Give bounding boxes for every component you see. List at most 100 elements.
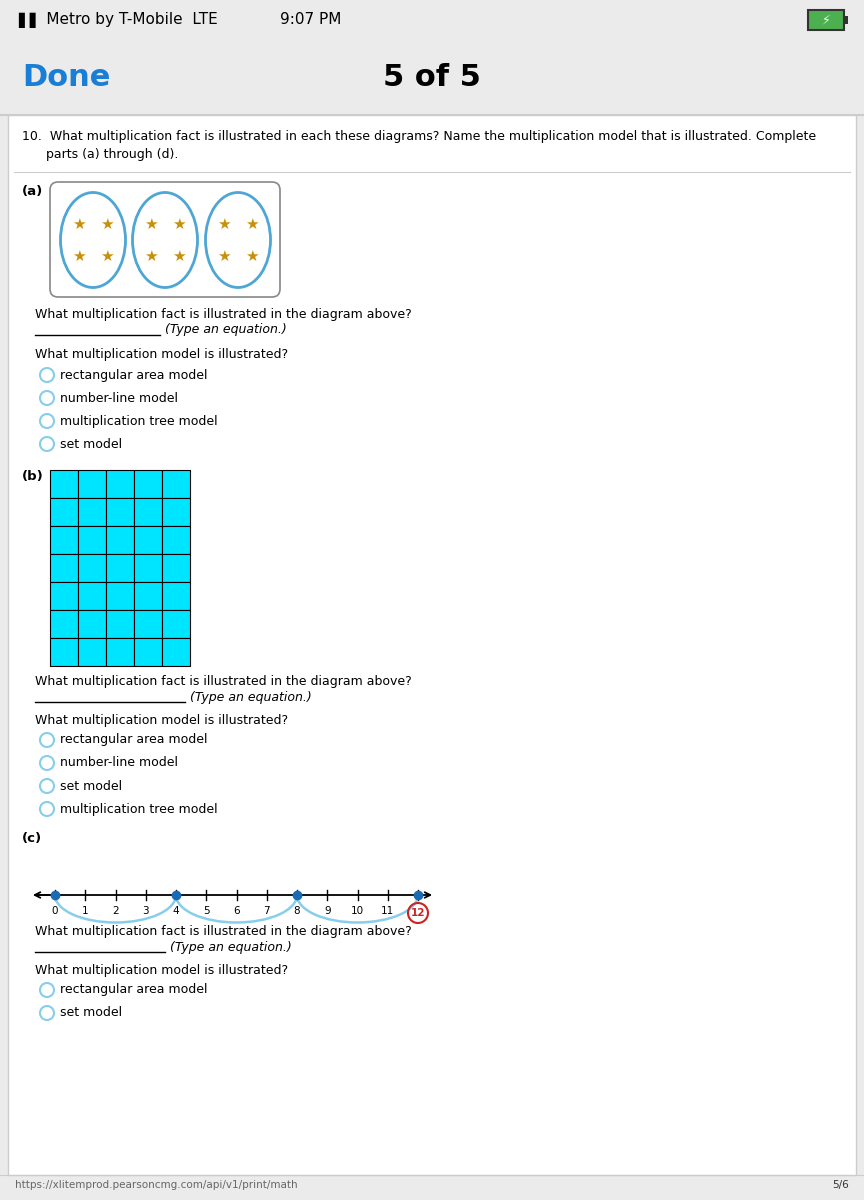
Text: (Type an equation.): (Type an equation.) — [190, 690, 312, 703]
Text: ▌▌ Metro by T-Mobile  LTE: ▌▌ Metro by T-Mobile LTE — [18, 12, 218, 28]
Bar — [106, 498, 134, 526]
Text: What multiplication model is illustrated?: What multiplication model is illustrated… — [35, 348, 288, 361]
Circle shape — [40, 414, 54, 428]
Circle shape — [40, 437, 54, 451]
Circle shape — [40, 983, 54, 997]
Circle shape — [40, 733, 54, 746]
Bar — [50, 498, 78, 526]
Text: 7: 7 — [264, 906, 270, 916]
Circle shape — [40, 779, 54, 793]
Text: ★: ★ — [245, 216, 259, 232]
Circle shape — [40, 391, 54, 404]
Text: ★: ★ — [73, 216, 86, 232]
Text: set model: set model — [60, 438, 122, 450]
Bar — [134, 554, 162, 582]
Circle shape — [40, 368, 54, 382]
Text: 10: 10 — [351, 906, 364, 916]
Bar — [78, 610, 106, 638]
Text: 5/6: 5/6 — [832, 1180, 849, 1190]
Text: ★: ★ — [144, 248, 158, 264]
Bar — [78, 554, 106, 582]
Text: 2: 2 — [112, 906, 119, 916]
Text: set model: set model — [60, 780, 122, 792]
Text: 9:07 PM: 9:07 PM — [280, 12, 341, 28]
Text: 1: 1 — [82, 906, 89, 916]
Bar — [0, 0, 864, 40]
Bar — [106, 470, 134, 498]
Bar — [50, 582, 78, 610]
Bar — [162, 638, 190, 666]
Bar — [134, 470, 162, 498]
Circle shape — [40, 802, 54, 816]
Text: What multiplication fact is illustrated in the diagram above?: What multiplication fact is illustrated … — [35, 674, 412, 688]
Text: 3: 3 — [143, 906, 149, 916]
Bar — [0, 40, 864, 115]
Text: ⚡: ⚡ — [822, 13, 830, 26]
Text: (b): (b) — [22, 470, 44, 482]
Bar — [134, 638, 162, 666]
Bar — [50, 610, 78, 638]
Bar — [162, 582, 190, 610]
Text: (a): (a) — [22, 185, 43, 198]
Circle shape — [40, 1006, 54, 1020]
Text: ★: ★ — [100, 216, 114, 232]
Text: What multiplication model is illustrated?: What multiplication model is illustrated… — [35, 964, 288, 977]
Bar — [134, 582, 162, 610]
Text: 11: 11 — [381, 906, 394, 916]
Bar — [134, 610, 162, 638]
Text: 12: 12 — [410, 908, 425, 918]
Bar — [162, 526, 190, 554]
Bar — [106, 638, 134, 666]
Bar — [106, 526, 134, 554]
Text: ★: ★ — [100, 248, 114, 264]
Bar — [162, 470, 190, 498]
Text: (Type an equation.): (Type an equation.) — [170, 941, 292, 954]
Text: 5 of 5: 5 of 5 — [383, 64, 481, 92]
Bar — [134, 498, 162, 526]
Text: 8: 8 — [294, 906, 301, 916]
Bar — [134, 526, 162, 554]
Text: What multiplication fact is illustrated in the diagram above?: What multiplication fact is illustrated … — [35, 925, 412, 938]
Text: set model: set model — [60, 1007, 122, 1020]
Text: Done: Done — [22, 64, 111, 92]
Text: ★: ★ — [73, 248, 86, 264]
Bar — [106, 554, 134, 582]
Text: ★: ★ — [217, 248, 231, 264]
Bar — [78, 582, 106, 610]
Text: ★: ★ — [245, 248, 259, 264]
Text: ★: ★ — [172, 248, 186, 264]
Text: ★: ★ — [172, 216, 186, 232]
Bar — [106, 610, 134, 638]
FancyBboxPatch shape — [50, 182, 280, 296]
Text: (c): (c) — [22, 832, 42, 845]
Bar — [106, 582, 134, 610]
Text: What multiplication fact is illustrated in the diagram above?: What multiplication fact is illustrated … — [35, 308, 412, 320]
Bar — [50, 638, 78, 666]
Bar — [162, 498, 190, 526]
Bar — [844, 16, 848, 24]
Text: https://xlitemprod.pearsoncmg.com/api/v1/print/math: https://xlitemprod.pearsoncmg.com/api/v1… — [15, 1180, 297, 1190]
Bar — [50, 554, 78, 582]
Text: 5: 5 — [203, 906, 210, 916]
Bar — [78, 470, 106, 498]
Text: number-line model: number-line model — [60, 391, 178, 404]
Bar — [78, 498, 106, 526]
Text: 10.  What multiplication fact is illustrated in each these diagrams? Name the mu: 10. What multiplication fact is illustra… — [22, 130, 816, 143]
Text: ★: ★ — [144, 216, 158, 232]
Text: (Type an equation.): (Type an equation.) — [165, 324, 287, 336]
Text: multiplication tree model: multiplication tree model — [60, 414, 218, 427]
Bar — [808, 10, 844, 30]
Text: ★: ★ — [217, 216, 231, 232]
Text: 6: 6 — [233, 906, 240, 916]
Circle shape — [40, 756, 54, 770]
Text: What multiplication model is illustrated?: What multiplication model is illustrated… — [35, 714, 288, 727]
Bar — [78, 638, 106, 666]
Text: rectangular area model: rectangular area model — [60, 984, 207, 996]
Bar — [50, 526, 78, 554]
Bar — [78, 526, 106, 554]
Bar — [50, 470, 78, 498]
Text: rectangular area model: rectangular area model — [60, 368, 207, 382]
Text: rectangular area model: rectangular area model — [60, 733, 207, 746]
Text: parts (a) through (d).: parts (a) through (d). — [46, 148, 178, 161]
Text: 0: 0 — [52, 906, 58, 916]
